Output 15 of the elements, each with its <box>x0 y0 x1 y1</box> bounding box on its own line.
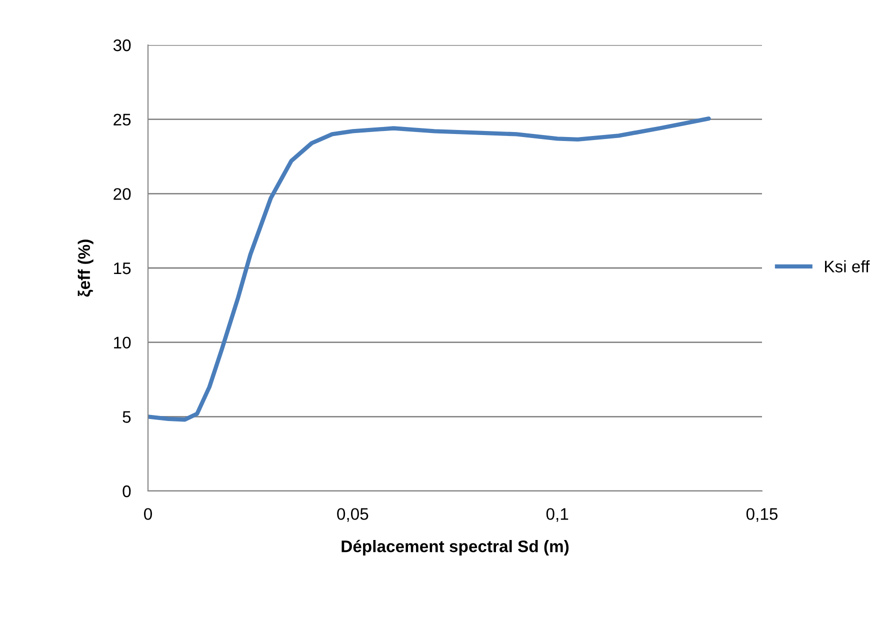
y-tick-label: 0 <box>122 485 131 498</box>
x-tick-label: 0,1 <box>546 508 568 522</box>
y-tick-label: 10 <box>114 336 131 349</box>
y-tick-label: 15 <box>114 262 131 274</box>
legend-label: Ksi eff <box>825 260 870 272</box>
line-series <box>148 116 711 422</box>
y-axis-title: ξeff (%) <box>78 240 94 297</box>
x-axis-title: Déplacement spectral Sd (m) <box>342 540 569 556</box>
y-tick-label: 5 <box>122 411 131 423</box>
x-tick-label: 0,05 <box>337 508 368 522</box>
y-tick-label: 20 <box>114 188 131 200</box>
x-tick-label: 0 <box>144 508 152 520</box>
x-tick-label: 0,15 <box>746 508 778 522</box>
y-tick-label: 25 <box>114 114 131 126</box>
y-tick-label: 30 <box>113 39 131 52</box>
